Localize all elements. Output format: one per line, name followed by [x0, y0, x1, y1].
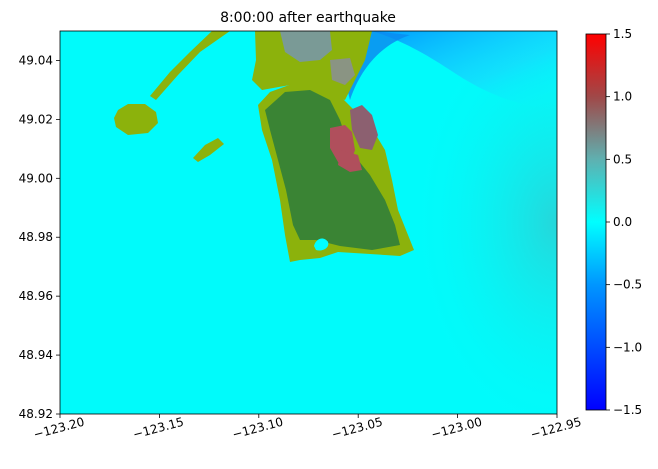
y-axis: 48.92 48.94 48.96 48.98 49.00 49.02 49.04: [19, 53, 60, 421]
colorbar-tick-label: 1.0: [613, 90, 632, 104]
chart-title: 8:00:00 after earthquake: [220, 10, 396, 26]
colorbar-tick-label: −1.5: [613, 403, 642, 417]
plot-frame: [59, 30, 558, 415]
built-up-area-northeast: [330, 58, 355, 85]
land-spit-southwest: [193, 138, 224, 162]
colorbar: −1.5 −1.0 −0.5 0.0 0.5 1.0 1.5: [585, 27, 642, 417]
y-tick-label: 49.04: [19, 53, 53, 67]
colorbar-tick-label: 0.5: [613, 152, 632, 166]
y-tick-label: 48.96: [19, 289, 53, 303]
built-up-area-north: [280, 31, 332, 62]
x-tick-label: −123.05: [330, 415, 384, 442]
x-tick-label: −123.15: [131, 415, 185, 442]
upland-region: [265, 90, 400, 250]
x-tick-label: −122.95: [529, 415, 583, 442]
y-tick-label: 49.00: [19, 171, 53, 185]
colorbar-ticks: −1.5 −1.0 −0.5 0.0 0.5 1.0 1.5: [606, 27, 642, 417]
colorbar-gradient-bar: [585, 33, 607, 411]
land-spit-northwest: [150, 31, 230, 100]
colorbar-tick-label: 0.0: [613, 215, 632, 229]
y-tick-label: 48.92: [19, 407, 53, 421]
x-tick-label: −123.10: [231, 415, 285, 442]
colorbar-tick-label: −0.5: [613, 278, 642, 292]
land-patch-west: [114, 104, 158, 135]
wave-trough-region: [372, 31, 557, 110]
x-axis: −123.20 −123.15 −123.10 −123.05 −123.00 −122.…: [32, 414, 583, 442]
x-tick-label: −123.00: [430, 415, 484, 442]
inundated-area-2: [350, 105, 378, 150]
inundated-area-3: [338, 150, 362, 172]
y-tick-label: 48.98: [19, 230, 53, 244]
y-tick-label: 48.94: [19, 348, 53, 362]
colorbar-tick-label: −1.0: [613, 340, 642, 354]
colorbar-tick-label: 1.5: [613, 27, 632, 41]
inland-pond: [314, 238, 329, 251]
y-tick-label: 49.02: [19, 112, 53, 126]
plot-area: [60, 31, 557, 414]
